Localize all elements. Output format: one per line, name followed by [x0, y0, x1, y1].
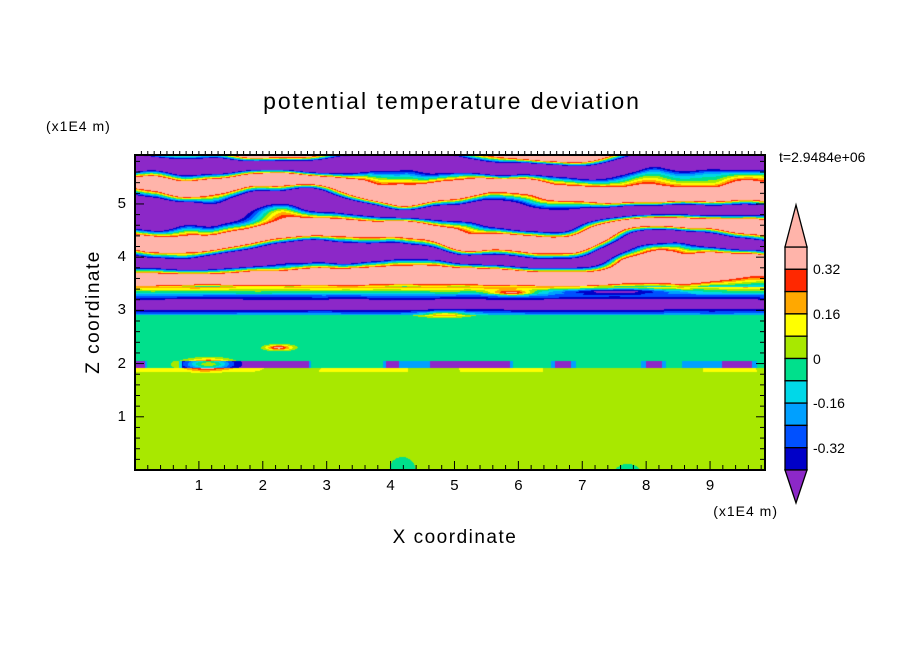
colorbar-tick-label: -0.16: [813, 395, 845, 412]
y-tick-label: 2: [117, 354, 126, 372]
colorbar-box: [784, 268, 808, 293]
colorbar-box: [784, 424, 808, 449]
colorbar-arrow-below: [784, 469, 808, 506]
x-tick-label: 2: [258, 477, 267, 494]
y-axis-unit-label: (x1E4 m): [46, 118, 111, 134]
x-tick-label: 8: [641, 477, 651, 494]
colorbar-tick-label: 0.32: [813, 261, 841, 278]
colorbar-tick-label: 0: [813, 350, 821, 367]
x-tick-label: 1: [194, 477, 204, 494]
x-tick-label: 5: [450, 477, 459, 494]
colorbar-box: [784, 335, 808, 360]
x-axis-unit-label: (x1E4 m): [713, 503, 778, 519]
x-tick-label: 7: [578, 477, 587, 494]
colorbar-arrow-above: [784, 202, 808, 248]
colorbar-tick-label: -0.32: [813, 439, 845, 456]
y-tick-label: 3: [117, 301, 126, 319]
x-tick-label: 4: [386, 477, 395, 494]
colorbar-box: [784, 402, 808, 427]
colorbar-tick-label: 0.16: [813, 305, 841, 322]
colorbar-box: [784, 313, 808, 337]
colorbar-box: [784, 357, 808, 382]
x-axis-label: X coordinate: [392, 527, 518, 548]
y-tick-label: 5: [117, 194, 126, 212]
x-tick-label: 3: [322, 477, 331, 494]
plot-frame: [134, 154, 766, 471]
colorbar-box: [784, 447, 808, 471]
colorbar-box: [784, 380, 808, 404]
heatmap-field: [135, 155, 765, 470]
y-tick-label: 1: [117, 407, 126, 425]
x-tick-label: 9: [705, 477, 715, 494]
time-label: t=2.9484e+06: [779, 149, 866, 165]
colorbar-box: [784, 290, 808, 315]
colorbar-box: [784, 246, 808, 270]
x-tick-label: 6: [514, 477, 523, 494]
chart-title: potential temperature deviation: [263, 88, 641, 114]
y-tick-label: 4: [117, 248, 126, 266]
